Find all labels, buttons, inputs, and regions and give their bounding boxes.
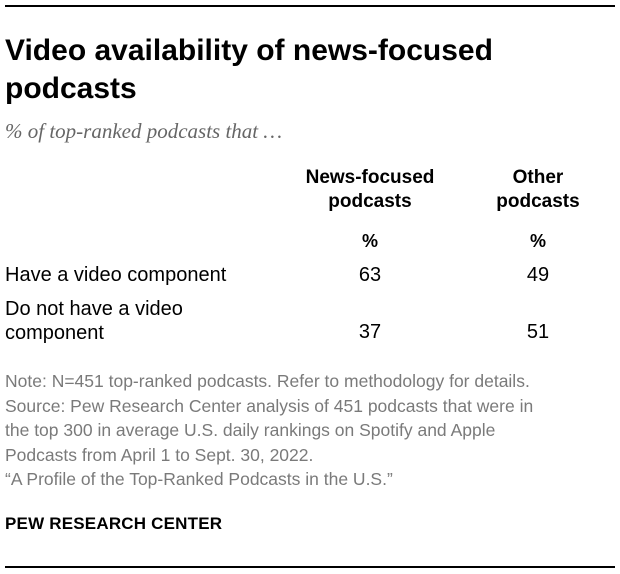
- chart-title: Video availability of news-focused podca…: [5, 34, 493, 105]
- column-header-other: Other podcasts: [438, 166, 620, 214]
- source-line: Source: Pew Research Center analysis of …: [5, 395, 534, 416]
- row-label-no-video: Do not have a video component: [5, 297, 183, 345]
- cell-no-video-news-focused: 37: [358, 321, 382, 343]
- report-title-line: “A Profile of the Top-Ranked Podcasts in…: [5, 469, 393, 489]
- chart-subtitle: % of top-ranked podcasts that …: [5, 119, 283, 143]
- source-line: Podcasts from April 1 to Sept. 30, 2022.: [5, 444, 314, 465]
- bottom-rule: [5, 566, 615, 568]
- brand-logo-text: PEW RESEARCH CENTER: [5, 514, 223, 533]
- note-line: Note: N=451 top-ranked podcasts. Refer t…: [5, 371, 530, 391]
- unit-label-news-focused: %: [361, 231, 378, 251]
- cell-have-video-other: 49: [526, 264, 550, 286]
- column-header-news-focused: News-focused podcasts: [270, 166, 470, 214]
- top-rule: [5, 5, 615, 7]
- row-label-line: Do not have a video: [5, 298, 183, 320]
- unit-label-other: %: [529, 231, 546, 251]
- column-header-line: podcasts: [496, 191, 580, 212]
- row-label-have-video: Have a video component: [5, 264, 227, 286]
- column-header-line: Other: [512, 167, 564, 188]
- column-header-line: News-focused: [305, 167, 435, 188]
- notes-block: Note: N=451 top-ranked podcasts. Refer t…: [5, 369, 617, 492]
- column-header-line: podcasts: [328, 191, 412, 212]
- row-label-line: component: [5, 322, 104, 344]
- cell-have-video-news-focused: 63: [358, 264, 382, 286]
- source-line: the top 300 in average U.S. daily rankin…: [5, 420, 496, 440]
- cell-no-video-other: 51: [526, 321, 550, 343]
